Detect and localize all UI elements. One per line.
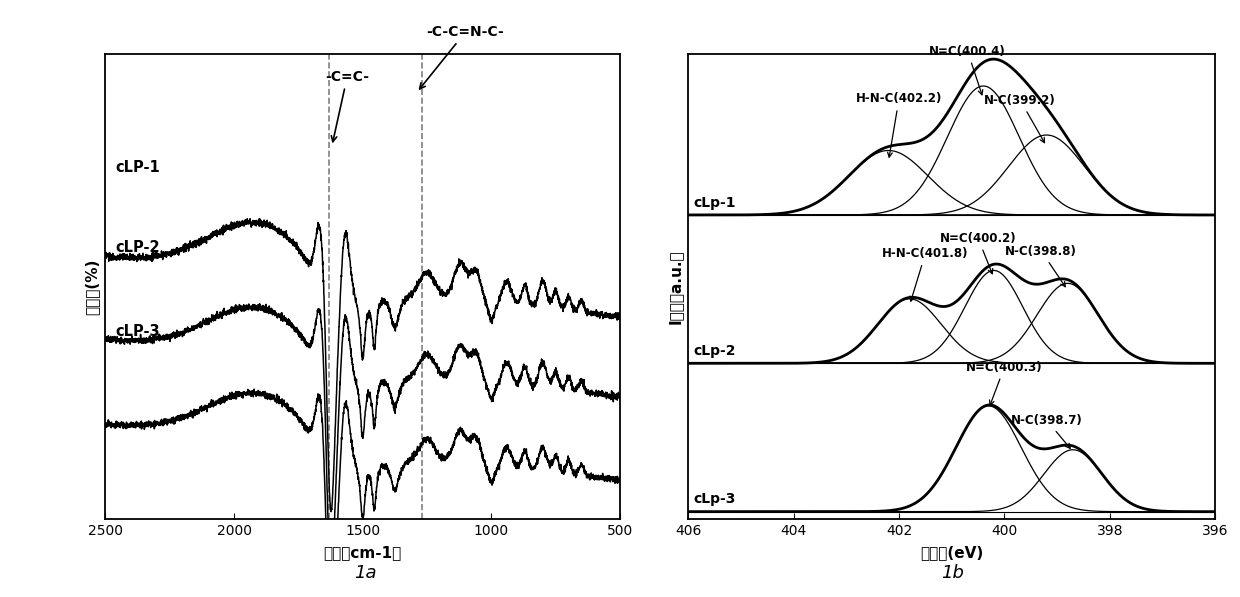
Text: 1b: 1b [941,564,963,582]
Text: N-C(398.8): N-C(398.8) [1006,245,1078,287]
Y-axis label: 透过率(%): 透过率(%) [84,259,100,315]
Text: N=C(400.3): N=C(400.3) [966,361,1043,405]
Text: N-C(398.7): N-C(398.7) [1011,414,1083,448]
X-axis label: 波数（cm-1）: 波数（cm-1） [324,545,402,560]
Text: N=C(400.4): N=C(400.4) [929,45,1006,95]
Text: cLP-3: cLP-3 [115,324,160,339]
Text: -C=C-: -C=C- [325,70,370,141]
Text: N-C(399.2): N-C(399.2) [985,94,1056,143]
Text: cLP-1: cLP-1 [115,159,160,175]
Y-axis label: I强度（a.u.）: I强度（a.u.） [667,250,683,324]
Text: H-N-C(401.8): H-N-C(401.8) [882,247,968,301]
Text: H-N-C(402.2): H-N-C(402.2) [856,93,942,157]
Text: cLp-2: cLp-2 [693,344,737,358]
Text: -C-C=N-C-: -C-C=N-C- [419,25,505,89]
X-axis label: 结合能(eV): 结合能(eV) [920,545,983,560]
Text: cLp-3: cLp-3 [693,493,735,506]
Text: cLp-1: cLp-1 [693,196,737,210]
Text: cLP-2: cLP-2 [115,240,160,256]
Text: N=C(400.2): N=C(400.2) [940,232,1017,274]
Text: 1a: 1a [355,564,377,582]
